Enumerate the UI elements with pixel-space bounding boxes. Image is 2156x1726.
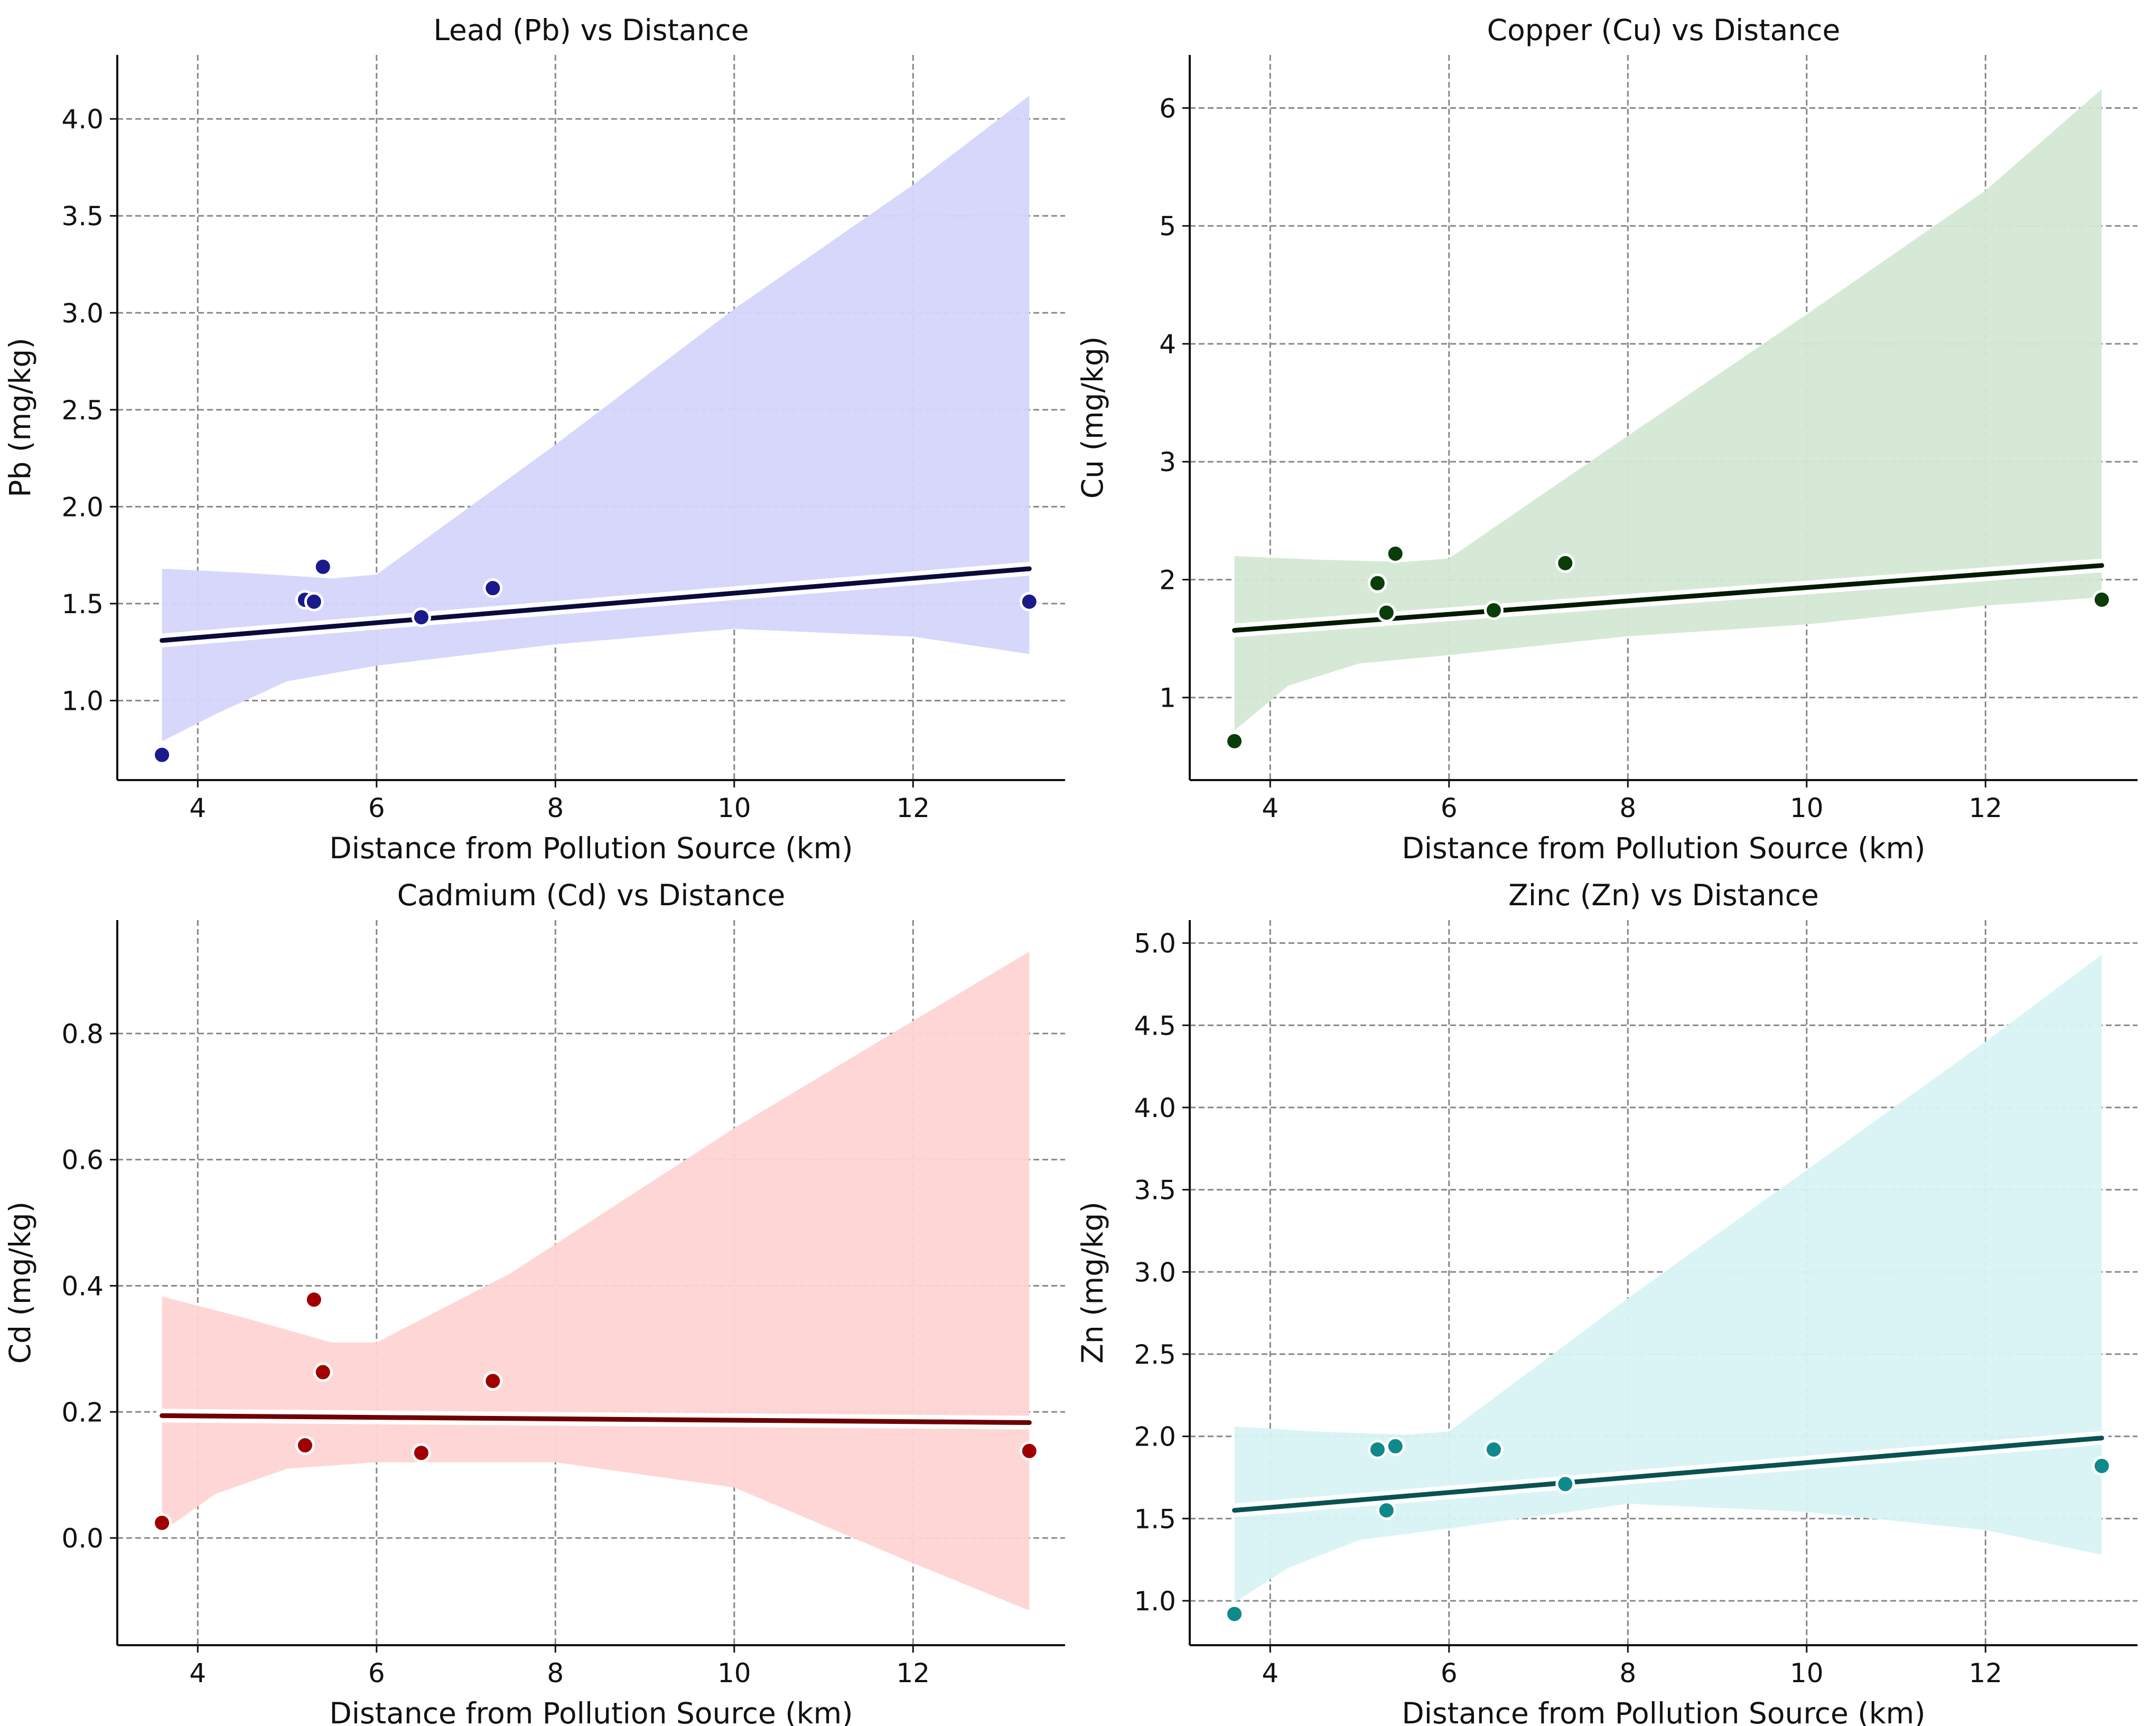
data-point (1555, 553, 1575, 573)
x-tick-label: 12 (896, 793, 930, 823)
data-point (313, 1362, 333, 1382)
data-point (1555, 1474, 1575, 1494)
data-point (1376, 1500, 1396, 1521)
x-tick-label: 10 (1790, 1658, 1824, 1689)
y-tick-label: 1.5 (61, 589, 104, 620)
y-tick-label: 0.6 (61, 1145, 104, 1176)
data-point (1367, 573, 1387, 593)
y-tick-label: 1.5 (1134, 1504, 1176, 1534)
data-point (1385, 543, 1405, 564)
data-point (152, 1513, 172, 1533)
data-point (2092, 589, 2112, 609)
y-axis-label: Cu (mg/kg) (1076, 336, 1109, 499)
y-axis-label: Cd (mg/kg) (3, 1202, 37, 1364)
regression-line (1232, 1436, 2104, 1513)
x-tick-label: 8 (547, 1658, 564, 1689)
x-tick-label: 8 (1619, 1658, 1636, 1689)
data-point (1483, 1440, 1504, 1460)
y-tick-label: 1.0 (1134, 1586, 1176, 1617)
x-axis-label: Distance from Pollution Source (km) (1402, 1696, 1925, 1726)
y-tick-label: 0.4 (61, 1271, 104, 1301)
regression-line (1232, 563, 2104, 633)
x-axis-label: Distance from Pollution Source (km) (329, 1696, 853, 1726)
y-tick-label: 4.0 (1134, 1093, 1176, 1123)
confidence-band (1234, 89, 2102, 731)
y-tick-label: 0.2 (61, 1397, 104, 1428)
chart-title: Lead (Pb) vs Distance (433, 13, 749, 47)
confidence-band (1234, 954, 2102, 1603)
x-tick-label: 6 (368, 1658, 385, 1689)
x-tick-label: 10 (717, 793, 751, 823)
x-tick-label: 12 (896, 1658, 930, 1689)
data-point (411, 1443, 431, 1463)
regression-line (160, 566, 1032, 643)
data-point (483, 1371, 503, 1391)
y-tick-label: 5 (1159, 211, 1176, 242)
data-point (1019, 592, 1039, 612)
y-tick-label: 3.5 (61, 201, 104, 232)
x-tick-label: 6 (1441, 793, 1458, 823)
y-tick-label: 1.0 (61, 686, 104, 716)
y-tick-label: 3.0 (61, 298, 104, 329)
data-point (1376, 603, 1396, 623)
x-tick-label: 12 (1968, 793, 2002, 823)
chart-panel-1: 4 6 8 10 12 1.0 1.5 2.0 2.5 3.0 3.5 4.0 Lead (Pb) vs… (3, 13, 1065, 865)
data-point (313, 557, 333, 577)
x-tick-label: 12 (1968, 1658, 2002, 1689)
data-point (1385, 1436, 1405, 1456)
chart-panel-3: 4 6 8 10 12 0.0 0.2 0.4 0.6 0.8 Cadmium (Cd) vs Di… (3, 878, 1065, 1726)
y-axis-label: Pb (mg/kg) (3, 337, 37, 497)
x-axis-label: Distance from Pollution Source (km) (329, 831, 853, 865)
y-tick-label: 0.8 (61, 1019, 104, 1049)
y-tick-label: 3.0 (1134, 1257, 1176, 1288)
y-tick-label: 2.0 (61, 492, 104, 522)
chart-title: Copper (Cu) vs Distance (1487, 13, 1841, 47)
y-tick-label: 2 (1159, 565, 1176, 595)
data-point (1225, 1604, 1245, 1624)
y-tick-label: 0.0 (61, 1523, 104, 1554)
y-tick-label: 3 (1159, 447, 1176, 477)
y-tick-label: 4.5 (1134, 1010, 1176, 1041)
x-tick-label: 10 (1790, 793, 1824, 823)
x-tick-label: 10 (717, 1658, 751, 1689)
x-tick-label: 4 (1262, 793, 1278, 823)
y-tick-label: 1 (1159, 683, 1176, 714)
x-axis-label: Distance from Pollution Source (km) (1402, 831, 1925, 865)
x-tick-label: 6 (1441, 1658, 1458, 1689)
x-tick-label: 4 (1262, 1658, 1278, 1689)
data-point (483, 578, 503, 598)
x-tick-label: 8 (1619, 793, 1636, 823)
x-tick-label: 8 (547, 793, 564, 823)
x-tick-label: 4 (189, 793, 206, 823)
x-tick-label: 6 (368, 793, 385, 823)
data-point (1225, 731, 1245, 751)
y-tick-label: 4 (1159, 329, 1176, 360)
regression-line (160, 1413, 1032, 1425)
y-tick-label: 5.0 (1134, 928, 1176, 959)
data-point (411, 607, 431, 627)
data-point (1483, 601, 1504, 621)
y-tick-label: 3.5 (1134, 1175, 1176, 1206)
data-point (295, 1436, 315, 1456)
x-tick-label: 4 (189, 1658, 206, 1689)
data-point (304, 592, 324, 612)
data-point (1367, 1440, 1387, 1460)
chart-title: Cadmium (Cd) vs Distance (397, 878, 786, 912)
y-tick-label: 6 (1159, 93, 1176, 124)
data-point (1019, 1441, 1039, 1461)
y-tick-label: 2.5 (61, 395, 104, 426)
data-point (152, 745, 172, 765)
chart-panel-4: 4 6 8 10 12 1.0 1.5 2.0 2.5 3.0 3.5 4.0 4.5 5.0 Zinc (… (1076, 878, 2138, 1726)
data-point (2092, 1456, 2112, 1476)
y-axis-label: Zn (mg/kg) (1076, 1202, 1109, 1364)
chart-title: Zinc (Zn) vs Distance (1508, 878, 1819, 912)
y-tick-label: 2.5 (1134, 1339, 1176, 1370)
data-point (304, 1290, 324, 1310)
y-tick-label: 4.0 (61, 104, 104, 135)
confidence-band (162, 951, 1030, 1611)
y-tick-label: 2.0 (1134, 1422, 1176, 1452)
